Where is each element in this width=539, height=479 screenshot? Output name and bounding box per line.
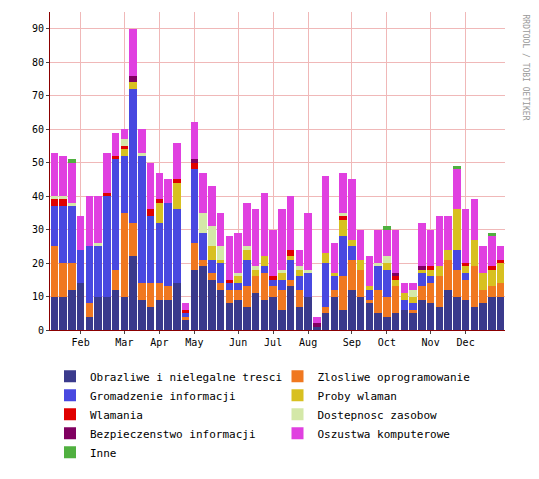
svg-text:Inne: Inne <box>90 447 117 460</box>
svg-text:90: 90 <box>32 23 44 34</box>
svg-text:Gromadzenie informacji: Gromadzenie informacji <box>90 390 236 403</box>
svg-text:Sep: Sep <box>343 337 361 348</box>
svg-text:Nov: Nov <box>422 337 440 348</box>
svg-text:Zlosliwe oprogramowanie: Zlosliwe oprogramowanie <box>318 371 470 384</box>
svg-text:Aug: Aug <box>299 337 317 348</box>
svg-text:Oct: Oct <box>378 337 396 348</box>
svg-text:Mar: Mar <box>115 337 133 348</box>
svg-text:70: 70 <box>32 90 44 101</box>
svg-text:60: 60 <box>32 124 44 135</box>
svg-text:Obrazliwe i nielegalne tresci: Obrazliwe i nielegalne tresci <box>90 371 282 384</box>
svg-text:20: 20 <box>32 258 44 269</box>
svg-text:Jul: Jul <box>264 337 282 348</box>
svg-text:Jun: Jun <box>229 337 247 348</box>
svg-text:0: 0 <box>38 325 44 336</box>
svg-text:Oszustwa komputerowe: Oszustwa komputerowe <box>318 428 450 441</box>
svg-text:Apr: Apr <box>150 337 168 348</box>
svg-text:RRDTOOL / TOBI OETIKER: RRDTOOL / TOBI OETIKER <box>521 15 530 121</box>
svg-text:40: 40 <box>32 191 44 202</box>
svg-text:Feb: Feb <box>72 337 90 348</box>
svg-text:Dostepnosc zasobow: Dostepnosc zasobow <box>318 409 438 422</box>
svg-text:Proby wlaman: Proby wlaman <box>318 390 397 403</box>
svg-text:50: 50 <box>32 157 44 168</box>
svg-text:Bezpieczenstwo informacji: Bezpieczenstwo informacji <box>90 428 256 441</box>
svg-text:May: May <box>185 337 203 348</box>
svg-text:Dec: Dec <box>457 337 475 348</box>
svg-text:10: 10 <box>32 291 44 302</box>
svg-text:80: 80 <box>32 57 44 68</box>
svg-text:30: 30 <box>32 224 44 235</box>
svg-text:Wlamania: Wlamania <box>90 409 143 422</box>
